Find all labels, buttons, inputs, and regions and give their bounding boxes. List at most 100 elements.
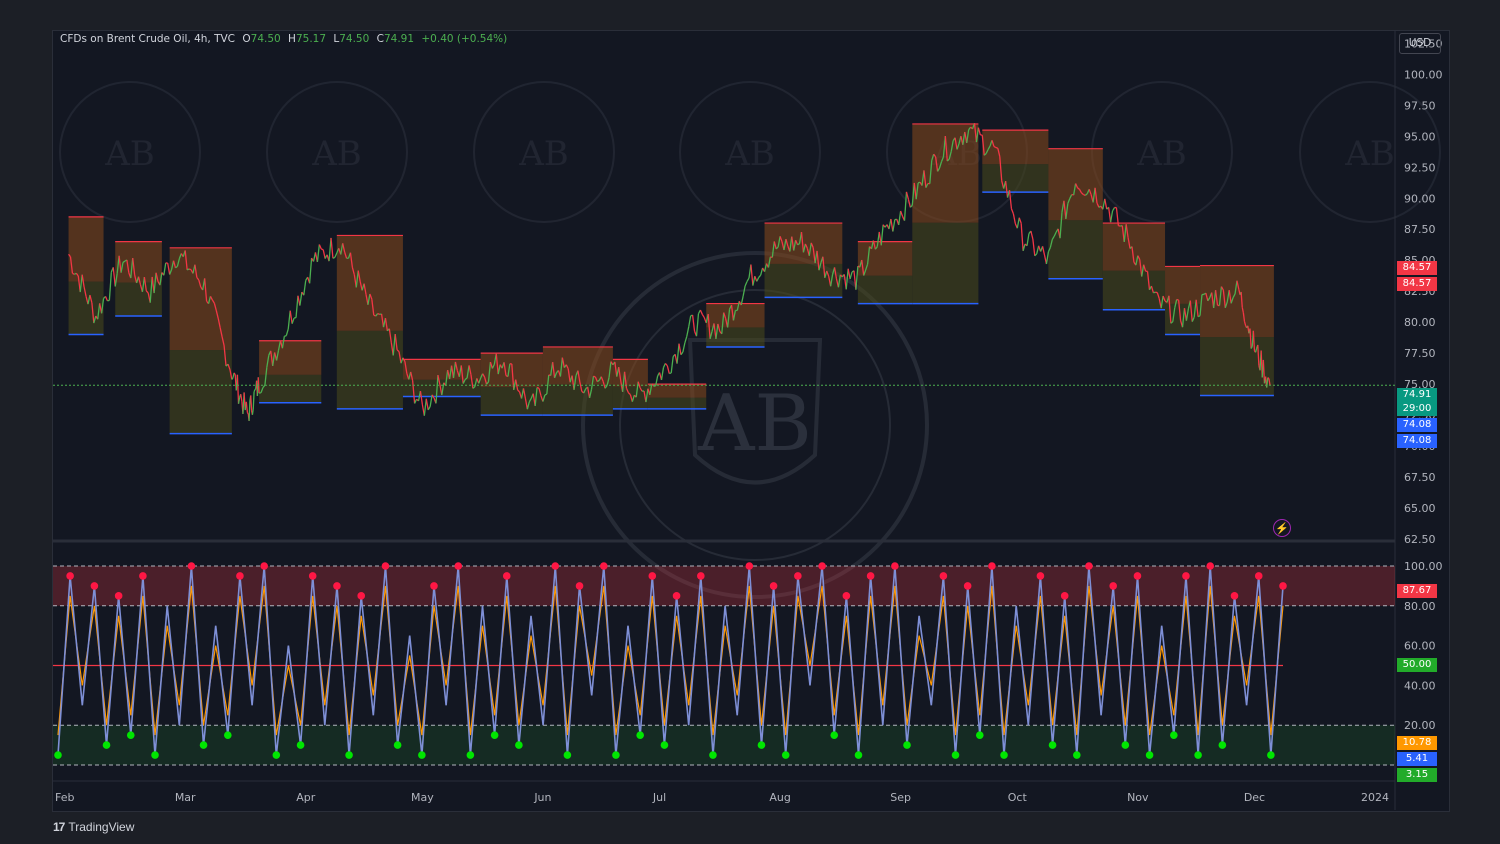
price-segment [1174, 299, 1178, 308]
price-segment [79, 274, 83, 293]
price-tick-label: 90.00 [1404, 192, 1436, 205]
price-segment [69, 256, 74, 274]
price-segment [709, 331, 713, 339]
price-segment [1135, 255, 1139, 266]
price-segment [303, 280, 307, 296]
price-segment [437, 375, 441, 385]
price-segment [367, 293, 371, 305]
level-box-upper [259, 340, 322, 375]
price-segment [900, 210, 904, 217]
price-segment [141, 277, 146, 292]
price-segment [349, 252, 354, 268]
osc-buy-dot [272, 751, 281, 759]
price-segment [272, 352, 276, 366]
price-segment [723, 312, 727, 319]
price-segment [441, 382, 445, 396]
osc-sell-dot [648, 572, 657, 580]
watermark-seal-letters: AB [1344, 134, 1395, 174]
price-segment [482, 373, 486, 378]
price-segment [83, 286, 87, 297]
price-segment [573, 375, 577, 390]
price-segment [767, 256, 772, 268]
time-tick-label: Mar [175, 791, 196, 804]
price-segment [233, 372, 236, 375]
price-segment [497, 364, 501, 375]
price-segment [68, 253, 72, 258]
price-segment [412, 380, 416, 404]
price-segment [822, 256, 826, 278]
level-box-lower [402, 379, 481, 397]
oscillator-axis[interactable]: 100.00 80.00 60.00 40.00 20.00 [1404, 560, 1443, 732]
price-segment [1230, 297, 1234, 304]
price-segment [1185, 308, 1190, 321]
level-box-upper [68, 216, 104, 282]
osc-sell-dot [745, 562, 754, 570]
symbol-name[interactable]: CFDs on Brent Crude Oil, 4h, TVC [60, 33, 236, 45]
osc-sell-dot [187, 562, 196, 570]
level-box-lower [982, 164, 1049, 193]
osc-buy-dot [636, 731, 644, 739]
symbol-header: CFDs on Brent Crude Oil, 4h, TVC O74.50 … [60, 33, 507, 45]
watermark-logo [581, 251, 929, 599]
price-segment [223, 345, 227, 367]
time-tick-label: Jul [652, 791, 666, 804]
price-segment [596, 379, 600, 383]
price-segment [1250, 346, 1253, 349]
price-segment [744, 281, 748, 287]
price-axis[interactable]: 102.50100.0097.5095.0092.5090.0087.5085.… [1404, 37, 1443, 546]
price-segment [586, 387, 591, 399]
osc-badge: 3.15 [1397, 768, 1437, 782]
watermark-letters: AB [697, 379, 812, 469]
price-segment [176, 258, 180, 267]
price-segment [756, 277, 760, 282]
price-segment [503, 362, 507, 376]
price-segment [207, 296, 212, 304]
price-segment [464, 377, 468, 381]
price-badge: 74.91 [1397, 388, 1437, 402]
osc-sell-dot [963, 582, 972, 590]
flash-icon[interactable]: ⚡ [1273, 519, 1291, 537]
price-segment [1080, 192, 1084, 196]
osc-tick-label: 80.00 [1404, 600, 1436, 613]
price-tick-label: 100.00 [1404, 68, 1443, 81]
osc-sell-dot [114, 592, 123, 600]
time-axis[interactable]: Feb Mar Apr May Jun Jul Aug Sep Oct Nov Dec 2024 [55, 791, 1389, 804]
price-segment [551, 362, 556, 378]
time-tick-label: Aug [769, 791, 790, 804]
price-segment [1220, 286, 1224, 291]
osc-sell-dot [842, 592, 851, 600]
price-segment [1150, 285, 1154, 293]
osc-sell-dot [357, 592, 366, 600]
price-segment [1067, 198, 1071, 204]
price-segment [536, 386, 540, 389]
price-segment [898, 210, 902, 226]
price-segment [872, 240, 876, 250]
price-segment [651, 383, 655, 387]
price-segment [246, 412, 249, 415]
price-segment [662, 363, 666, 368]
price-segment [863, 269, 867, 276]
level-box-lower [169, 350, 232, 434]
price-segment [909, 204, 913, 208]
price-segment [946, 158, 950, 162]
price-segment [524, 398, 529, 410]
time-tick-label: Feb [55, 791, 74, 804]
price-segment [74, 272, 77, 275]
currency-button[interactable]: USD [1399, 33, 1441, 54]
osc-sell-dot [1182, 572, 1190, 580]
price-segment [1026, 233, 1030, 246]
osc-buy-dot [1000, 751, 1008, 759]
open-label: O [242, 33, 251, 45]
price-segment [252, 391, 255, 410]
price-segment [1053, 231, 1057, 237]
price-segment [940, 156, 945, 163]
price-segment [1045, 251, 1050, 265]
price-segment [1108, 207, 1112, 223]
price-segment [1224, 301, 1228, 309]
osc-sell-dot [939, 572, 948, 580]
tradingview-brand[interactable]: 17 TradingView [53, 820, 134, 834]
osc-main-line [57, 565, 1284, 756]
price-segment [340, 243, 344, 255]
osc-tick-label: 60.00 [1404, 640, 1436, 653]
